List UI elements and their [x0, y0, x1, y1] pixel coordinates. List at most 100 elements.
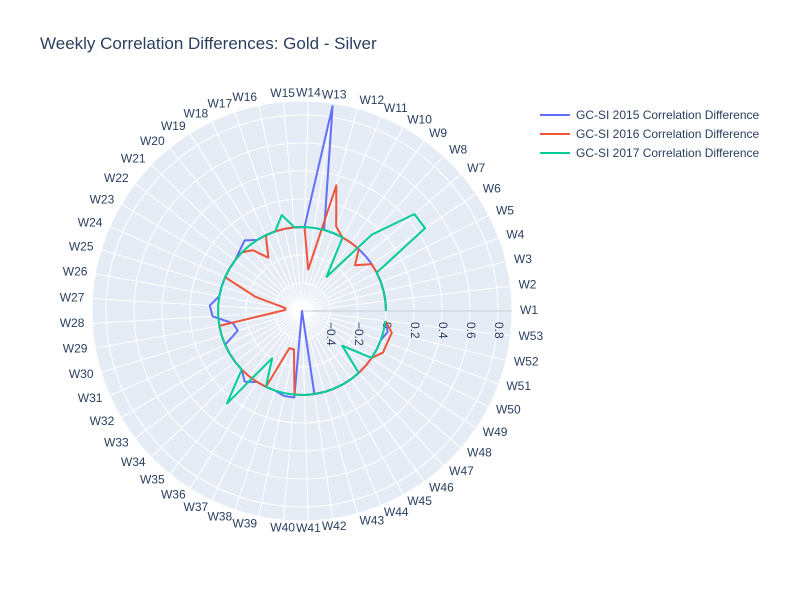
- angular-tick-label: W32: [90, 414, 115, 428]
- angular-tick-label: W52: [514, 354, 539, 368]
- legend-label-2015: GC-SI 2015 Correlation Difference: [576, 107, 760, 122]
- angular-tick-label: W41: [296, 521, 321, 535]
- angular-label-layer: W1W2W3W4W5W6W7W8W9W10W11W12W13W14W15W16W…: [60, 85, 544, 535]
- angular-tick-label: W42: [322, 519, 347, 533]
- angular-tick-label: W50: [496, 403, 521, 417]
- angular-grid-spoke: [301, 214, 490, 312]
- angular-tick-label: W39: [232, 516, 257, 530]
- angular-tick-label: W30: [69, 367, 94, 381]
- angular-tick-label: W26: [63, 265, 88, 279]
- angular-tick-label: W24: [78, 215, 103, 229]
- angular-tick-label: W33: [104, 435, 129, 449]
- angular-tick-label: W53: [518, 329, 543, 343]
- angular-tick-label: W48: [467, 445, 492, 459]
- series-layer: [208, 105, 427, 405]
- angular-grid-spoke: [211, 310, 303, 501]
- angular-tick-label: W16: [232, 90, 257, 104]
- legend-label-2017: GC-SI 2017 Correlation Difference: [576, 145, 760, 160]
- legend-item-2016[interactable]: GC-SI 2016 Correlation Difference: [540, 124, 759, 143]
- angular-tick-label: W51: [506, 379, 531, 393]
- angular-tick-label: W38: [207, 510, 232, 524]
- angular-grid-spoke: [301, 310, 477, 429]
- legend-label-2016: GC-SI 2016 Correlation Difference: [576, 126, 760, 141]
- angular-tick-label: W15: [270, 86, 295, 100]
- angular-grid-spoke: [189, 310, 303, 489]
- angular-grid-spoke: [92, 298, 303, 312]
- chart-title: Weekly Correlation Differences: Gold - S…: [40, 34, 377, 53]
- angular-grid-spoke: [120, 310, 303, 419]
- radial-tick-label: 0.6: [464, 322, 478, 339]
- radial-tick-label: −0.4: [324, 322, 338, 346]
- radial-tick-layer: −0.4 −0.2 0 0.2 0.4 0.6 0.8: [302, 310, 512, 346]
- angular-grid-spoke: [150, 310, 303, 458]
- angular-grid-spoke: [169, 310, 303, 475]
- radial-tick-label: −0.2: [352, 322, 366, 346]
- angular-tick-label: W31: [78, 391, 103, 405]
- legend-item-2017[interactable]: GC-SI 2017 Correlation Difference: [540, 143, 759, 162]
- angular-tick-label: W34: [121, 455, 146, 469]
- angular-tick-label: W9: [429, 126, 447, 140]
- angular-grid-spoke: [301, 108, 358, 312]
- angular-grid-spoke: [301, 285, 511, 312]
- angular-grid-spoke: [301, 310, 382, 506]
- angular-tick-label: W1: [520, 303, 538, 317]
- angular-grid-spoke: [101, 310, 303, 373]
- angular-tick-label: W29: [63, 342, 88, 356]
- angular-tick-label: W3: [514, 252, 532, 266]
- angular-tick-label: W18: [184, 106, 209, 120]
- angular-grid-spoke: [301, 310, 462, 449]
- angular-tick-label: W4: [506, 227, 524, 241]
- angular-grid-spoke: [211, 121, 303, 312]
- angular-grid-spoke: [301, 126, 404, 312]
- angular-grid-spoke: [120, 203, 303, 312]
- angular-grid-spoke: [189, 133, 303, 312]
- angular-grid-spoke: [301, 310, 358, 514]
- angular-tick-label: W40: [270, 520, 295, 534]
- radial-tick-label: 0.8: [492, 322, 506, 339]
- angular-tick-label: W17: [207, 97, 232, 111]
- angular-tick-label: W12: [359, 93, 384, 107]
- legend-swatch-2017: [540, 151, 570, 154]
- angular-tick-label: W36: [161, 488, 186, 502]
- angular-grid-spoke: [301, 310, 309, 521]
- angular-tick-label: W49: [483, 425, 508, 439]
- angular-tick-label: W46: [429, 480, 454, 494]
- angular-tick-label: W45: [407, 494, 432, 508]
- angular-grid-spoke: [95, 310, 303, 349]
- angular-grid-spoke: [301, 310, 490, 408]
- angular-tick-label: W47: [449, 464, 474, 478]
- legend-swatch-2016: [540, 132, 570, 135]
- radial-tick-label: 0.4: [436, 322, 450, 339]
- angular-tick-label: W6: [483, 181, 501, 195]
- angular-grid-spoke: [134, 310, 303, 439]
- series-line-2[interactable]: [217, 213, 427, 405]
- angular-tick-label: W23: [90, 192, 115, 206]
- angular-grid-spoke: [282, 101, 303, 312]
- angular-tick-label: W35: [140, 472, 165, 486]
- angular-grid-spoke: [301, 310, 507, 361]
- legend-item-2015[interactable]: GC-SI 2015 Correlation Difference: [540, 105, 759, 124]
- angular-tick-label: W27: [60, 290, 85, 304]
- angular-grid-spoke: [301, 237, 500, 312]
- angular-grid-spoke: [301, 140, 425, 312]
- angular-grid-spoke: [301, 173, 462, 312]
- angular-grid-spoke: [301, 310, 425, 482]
- radial-tick-label: 0.2: [408, 322, 422, 339]
- angular-tick-label: W44: [384, 505, 409, 519]
- angular-grid-spoke: [92, 310, 303, 324]
- angular-tick-label: W8: [449, 142, 467, 156]
- angular-grid-spoke: [134, 183, 303, 312]
- angular-grid-spoke: [301, 116, 382, 312]
- angular-grid-spoke: [109, 225, 303, 312]
- angular-grid-spoke: [301, 310, 404, 496]
- angular-tick-label: W14: [296, 85, 321, 99]
- angular-tick-label: W10: [407, 112, 432, 126]
- angular-tick-label: W2: [518, 277, 536, 291]
- angular-tick-label: W43: [359, 513, 384, 527]
- legend: GC-SI 2015 Correlation Difference GC-SI …: [540, 105, 759, 162]
- angular-grid-spoke: [258, 105, 303, 312]
- angular-grid-spoke: [301, 103, 334, 312]
- angular-grid-spoke: [95, 273, 303, 312]
- angular-grid-spoke: [258, 310, 303, 517]
